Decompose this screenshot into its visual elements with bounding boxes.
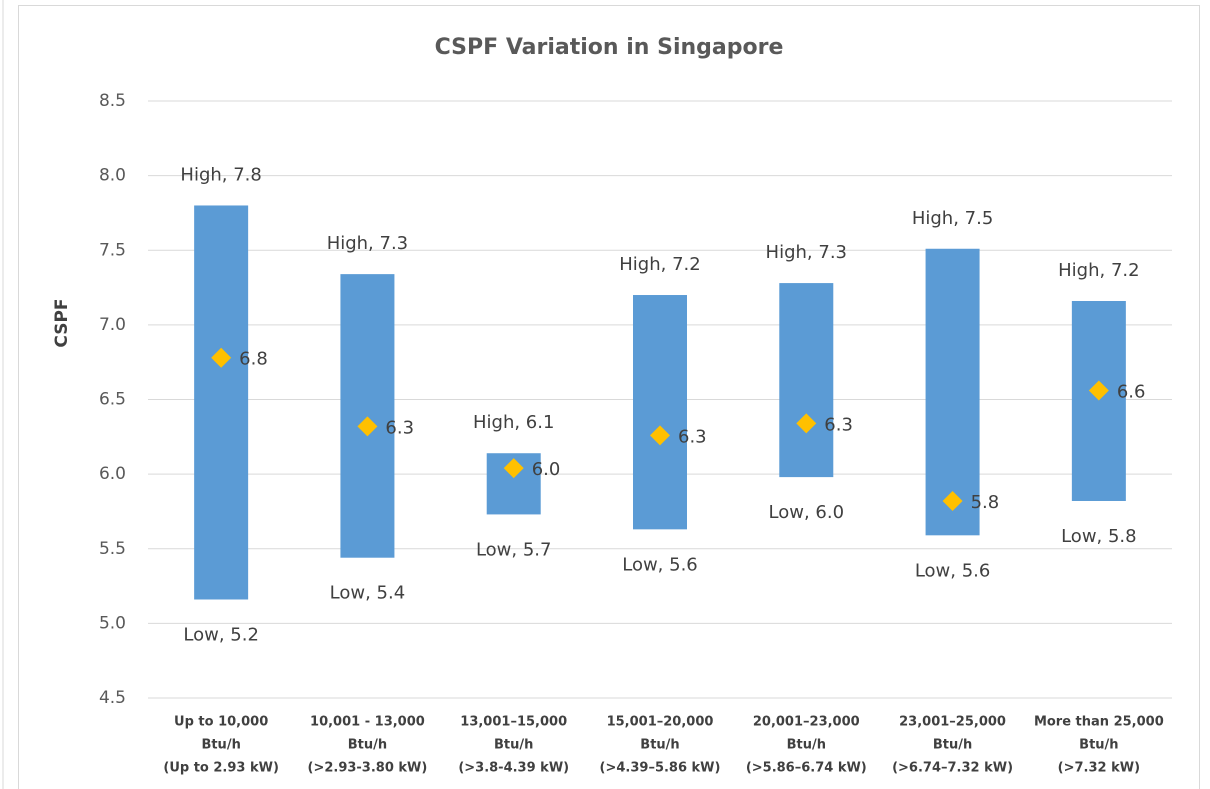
x-tick-label: Btu/h [494, 738, 533, 753]
range-bar [925, 248, 980, 536]
x-tick-label: (>7.32 kW) [1058, 761, 1140, 776]
range-bar [194, 205, 249, 600]
average-label: 6.3 [824, 414, 853, 435]
y-tick-label: 5.5 [99, 539, 126, 559]
range-bar [633, 295, 687, 530]
y-tick-label: 5.0 [99, 613, 126, 633]
range-bar [779, 283, 834, 478]
average-label: 6.3 [385, 417, 414, 438]
high-label: High, 7.5 [912, 208, 993, 229]
y-tick-label: 8.0 [99, 166, 126, 186]
y-tick-label: 4.5 [99, 688, 126, 708]
high-label: High, 7.2 [619, 254, 700, 275]
x-tick-label: Btu/h [201, 738, 240, 753]
average-marker [357, 416, 378, 437]
x-tick-label: Btu/h [348, 738, 387, 753]
x-tick-label: (>3.8-4.39 kW) [458, 761, 569, 776]
average-label: 6.6 [1117, 382, 1146, 403]
x-tick-label: 10,001 - 13,000 [310, 715, 425, 730]
y-tick-label: 6.0 [99, 464, 126, 484]
y-tick-label: 6.5 [99, 390, 126, 410]
average-marker [796, 413, 817, 434]
high-label: High, 7.3 [766, 242, 847, 263]
x-tick-label: 13,001–15,000 [460, 715, 567, 730]
average-marker [650, 425, 670, 446]
high-label: High, 7.8 [180, 164, 261, 185]
x-tick-label: (>4.39–5.86 kW) [600, 761, 721, 776]
high-label: High, 7.2 [1058, 260, 1139, 281]
y-tick-label: 8.5 [99, 91, 126, 111]
average-marker [503, 458, 524, 479]
average-label: 6.3 [678, 426, 707, 447]
x-tick-label: Btu/h [640, 738, 679, 753]
low-label: Low, 6.0 [769, 502, 845, 523]
range-bar [340, 274, 395, 558]
low-label: Low, 5.2 [183, 624, 259, 645]
x-tick-label: Btu/h [933, 738, 972, 753]
y-axis-label: CSPF [52, 298, 72, 347]
x-tick-label: (>2.93-3.80 kW) [308, 761, 428, 776]
average-label: 6.0 [532, 459, 561, 480]
high-label: High, 6.1 [473, 412, 554, 433]
range-bar [1071, 300, 1126, 501]
x-tick-label: (Up to 2.93 kW) [163, 761, 279, 776]
low-label: Low, 5.6 [622, 554, 698, 575]
low-label: Low, 5.7 [476, 539, 552, 560]
average-label: 5.8 [971, 492, 1000, 513]
x-tick-label: (>5.86–6.74 kW) [746, 761, 867, 776]
average-marker [942, 490, 963, 511]
x-tick-label: 15,001–20,000 [607, 715, 714, 730]
high-label: High, 7.3 [327, 233, 408, 254]
x-tick-label: More than 25,000 [1034, 715, 1164, 730]
y-tick-label: 7.0 [99, 315, 126, 335]
x-tick-label: Btu/h [787, 738, 826, 753]
chart-title: CSPF Variation in Singapore [435, 35, 784, 60]
low-label: Low, 5.6 [915, 560, 991, 581]
average-label: 6.8 [239, 349, 268, 370]
low-label: Low, 5.8 [1061, 526, 1137, 547]
x-tick-label: Btu/h [1079, 738, 1118, 753]
x-tick-label: (>6.74–7.32 kW) [892, 761, 1013, 776]
x-tick-label: 23,001–25,000 [899, 715, 1006, 730]
y-tick-label: 7.5 [99, 240, 126, 260]
average-marker [1088, 380, 1109, 401]
x-tick-label: 20,001–23,000 [753, 715, 860, 730]
low-label: Low, 5.4 [330, 583, 406, 604]
average-marker [211, 347, 232, 368]
x-tick-label: Up to 10,000 [174, 715, 268, 730]
